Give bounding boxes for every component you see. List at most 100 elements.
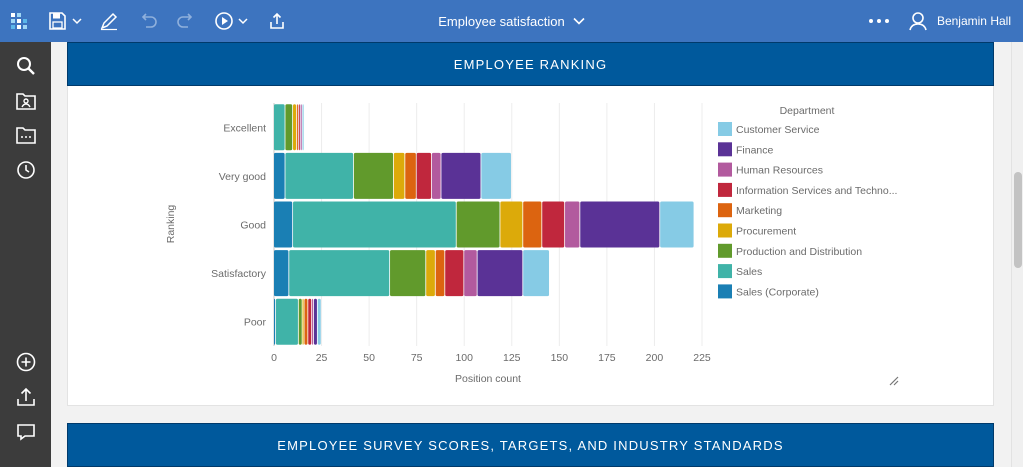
bar-segment[interactable] — [426, 250, 435, 297]
x-tick-label: 200 — [646, 352, 664, 364]
redo-icon[interactable] — [175, 0, 197, 42]
dashboard-title: Employee satisfaction — [438, 13, 565, 29]
upload-icon[interactable] — [0, 381, 51, 413]
survey-panel-header: EMPLOYEE SURVEY SCORES, TARGETS, AND IND… — [67, 423, 994, 467]
bar-segment[interactable] — [274, 250, 289, 297]
bar-segment[interactable] — [274, 104, 285, 151]
bar-segment[interactable] — [296, 104, 298, 151]
dashboard-title-area: Employee satisfaction — [0, 0, 1023, 42]
bar-segment[interactable] — [416, 152, 432, 199]
legend-entry[interactable]: Human Resources — [736, 165, 823, 177]
bar-segment[interactable] — [302, 104, 304, 151]
save-icon — [49, 12, 82, 30]
bar-segment[interactable] — [464, 250, 477, 297]
bar-segment[interactable] — [435, 250, 445, 297]
bar-segment[interactable] — [431, 152, 441, 199]
bar-segment[interactable] — [542, 201, 565, 248]
bar-segment[interactable] — [481, 152, 511, 199]
legend-entry[interactable]: Sales (Corporate) — [736, 286, 819, 298]
bar-segment[interactable] — [317, 298, 321, 345]
legend-entry[interactable]: Information Services and Techno... — [736, 185, 897, 197]
legend-entry[interactable]: Finance — [736, 144, 774, 156]
search-icon[interactable] — [0, 50, 51, 82]
x-tick-label: 125 — [503, 352, 521, 364]
bar-segment[interactable] — [298, 104, 300, 151]
comment-icon[interactable] — [0, 416, 51, 448]
scrollbar-thumb[interactable] — [1014, 172, 1022, 268]
legend-swatch — [718, 162, 732, 177]
add-icon[interactable] — [0, 346, 51, 378]
user-menu[interactable]: Benjamin Hall — [909, 0, 1011, 42]
bar-segment[interactable] — [298, 298, 302, 345]
category-label: Satisfactory — [211, 268, 267, 280]
legend-entry[interactable]: Production and Distribution — [736, 246, 862, 258]
bar-segment[interactable] — [293, 104, 297, 151]
bar-segment[interactable] — [275, 298, 298, 345]
bar-segment[interactable] — [274, 298, 276, 345]
x-tick-label: 0 — [271, 352, 277, 364]
bar-segment[interactable] — [274, 152, 285, 199]
ranking-chart-card[interactable]: Excellent Very good Good Satisfactory Poor 0… — [67, 86, 994, 406]
employee-ranking-chart[interactable]: Excellent Very good Good Satisfactory Poor 0… — [68, 86, 995, 406]
bar-segment[interactable] — [477, 250, 523, 297]
legend-title: Department — [780, 105, 835, 117]
y-axis-label: Ranking — [165, 205, 177, 244]
legend-swatch — [718, 223, 732, 238]
bar-segment[interactable] — [441, 152, 481, 199]
legend-entry[interactable]: Sales — [736, 266, 762, 278]
bar-segment[interactable] — [302, 298, 304, 345]
bar-segment[interactable] — [660, 201, 694, 248]
left-sidebar — [0, 42, 51, 467]
bar-segment[interactable] — [293, 201, 456, 248]
bar-segment[interactable] — [353, 152, 394, 199]
user-name: Benjamin Hall — [936, 14, 1011, 28]
bar-segment[interactable] — [390, 250, 426, 297]
bar-segment[interactable] — [523, 201, 542, 248]
x-axis-label: Position count — [455, 373, 521, 385]
dashboard-title-dropdown[interactable]: Employee satisfaction — [438, 13, 585, 29]
legend-entry[interactable]: Marketing — [736, 205, 782, 217]
app-grid-icon[interactable] — [8, 0, 30, 42]
legend-entry[interactable]: Procurement — [736, 226, 796, 238]
resize-handle-icon[interactable] — [889, 376, 899, 386]
bar-segment[interactable] — [580, 201, 660, 248]
bar-segment[interactable] — [456, 201, 500, 248]
bar-segment[interactable] — [523, 250, 550, 297]
team-folder-icon[interactable] — [0, 85, 51, 117]
bar-segment[interactable] — [308, 298, 312, 345]
bar-segment[interactable] — [565, 201, 580, 248]
folder-icon[interactable] — [0, 119, 51, 151]
recent-icon[interactable] — [0, 154, 51, 186]
bar-segment[interactable] — [312, 298, 314, 345]
play-button[interactable] — [214, 0, 250, 42]
bar-segment[interactable] — [313, 298, 317, 345]
bar-segment[interactable] — [500, 201, 523, 248]
chevron-down-icon — [573, 17, 585, 25]
bar-segment[interactable] — [274, 201, 293, 248]
legend-swatch — [718, 243, 732, 258]
x-tick-label: 25 — [316, 352, 328, 364]
legend-entry[interactable]: Customer Service — [736, 124, 820, 136]
legend-swatch — [718, 142, 732, 157]
save-button[interactable] — [48, 0, 84, 42]
bar-segment[interactable] — [285, 104, 293, 151]
top-toolbar: Employee satisfaction Benjamin Hall — [0, 0, 1023, 42]
x-tick-label: 75 — [411, 352, 423, 364]
bar-segment[interactable] — [304, 298, 308, 345]
bar-segment[interactable] — [285, 152, 354, 199]
bar-segment[interactable] — [300, 104, 302, 151]
legend-swatch — [718, 203, 732, 218]
bar-segment[interactable] — [289, 250, 390, 297]
vertical-scrollbar[interactable] — [1011, 42, 1023, 467]
undo-icon[interactable] — [137, 0, 159, 42]
bar-segment[interactable] — [405, 152, 416, 199]
bar-segment[interactable] — [393, 152, 405, 199]
ranking-panel-header: EMPLOYEE RANKING — [67, 42, 994, 86]
play-icon — [215, 12, 248, 30]
user-icon — [909, 12, 927, 31]
pencil-icon[interactable] — [98, 0, 120, 42]
ranking-panel-title: EMPLOYEE RANKING — [453, 56, 608, 72]
bar-segment[interactable] — [445, 250, 464, 297]
more-icon[interactable] — [866, 0, 892, 42]
share-icon[interactable] — [266, 0, 288, 42]
